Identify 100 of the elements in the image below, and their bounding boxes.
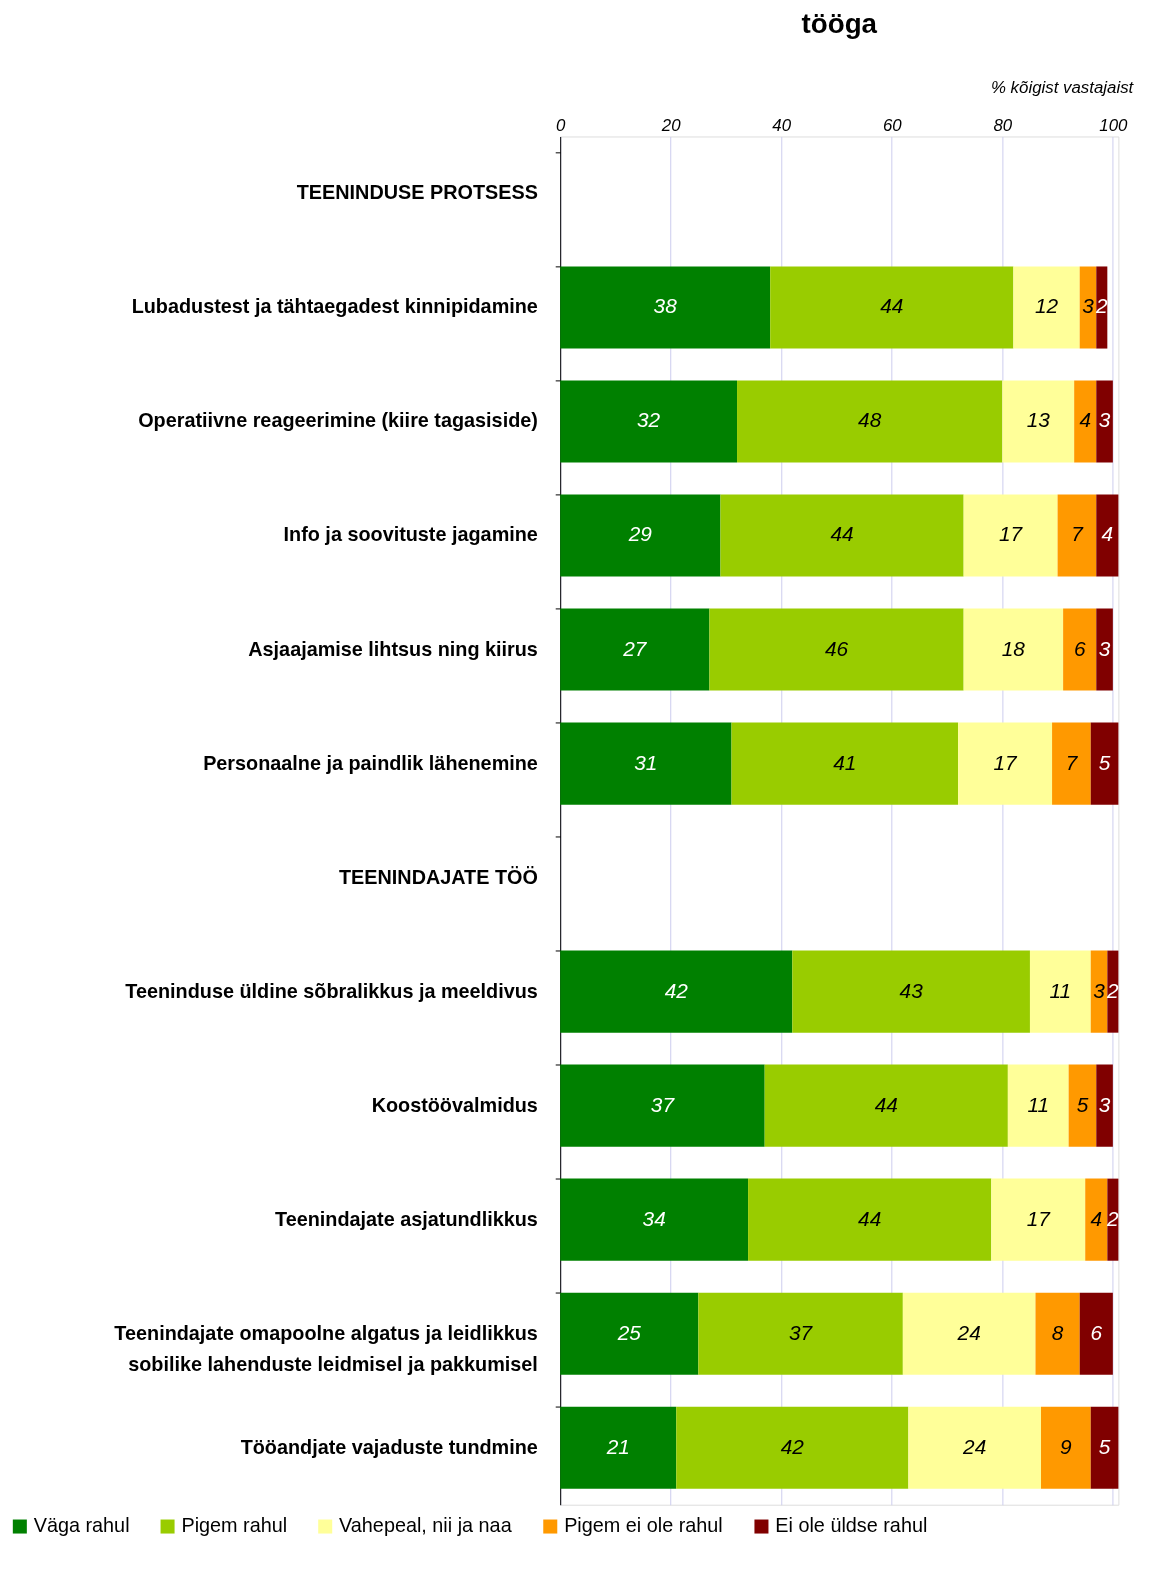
legend-label: Vahepeal, nii ja naa [339, 1514, 513, 1537]
bar [560, 950, 793, 1033]
data-label: 11 [1027, 1092, 1050, 1116]
data-label: 7 [1071, 522, 1085, 546]
bar [958, 722, 1053, 805]
bar [560, 608, 710, 691]
legend-label: Pigem ei ole rahul [564, 1514, 723, 1537]
legend-label: Pigem rahul [181, 1514, 288, 1537]
y-tick-label: Info ja soovituste jagamine [283, 523, 538, 546]
data-label: 5 [1076, 1092, 1089, 1116]
data-label: 24 [962, 1434, 987, 1458]
data-label: 25 [616, 1320, 642, 1344]
data-label: 4 [1090, 1206, 1103, 1230]
bar [560, 1178, 749, 1261]
bar [1085, 1178, 1108, 1261]
bar [1079, 266, 1097, 349]
bar [1068, 1064, 1097, 1147]
data-label: 34 [642, 1206, 666, 1230]
data-label: 11 [1049, 978, 1072, 1002]
data-label: 4 [1101, 522, 1114, 546]
bar [560, 1064, 765, 1147]
bar [1029, 950, 1091, 1033]
data-label: 17 [993, 750, 1019, 774]
y-tick-label: Lubadustest ja tähtaegadest kinnipidamine [131, 295, 538, 318]
bar [963, 608, 1064, 691]
bar [1007, 1064, 1069, 1147]
data-label: 17 [999, 522, 1024, 546]
x-tick-label: 20 [660, 116, 682, 136]
bar [1035, 1292, 1080, 1375]
data-label: 44 [874, 1092, 898, 1116]
data-label: 37 [650, 1092, 676, 1116]
y-tick-label: Koostöövalmidus [371, 1093, 538, 1116]
data-label: 3 [1098, 408, 1111, 432]
bar [1090, 1406, 1119, 1489]
data-label: 4 [1079, 408, 1092, 432]
data-label: 18 [1001, 636, 1026, 660]
bar [1096, 494, 1119, 577]
data-label: 6 [1073, 636, 1086, 660]
y-tick-label: TEENINDAJATE TÖÖ [339, 865, 538, 888]
data-label: 29 [627, 522, 653, 546]
bar [1057, 494, 1097, 577]
bar [1052, 722, 1091, 805]
bar [737, 380, 1003, 463]
y-tick-label: Asjaajamise lihtsus ning kiirus [248, 637, 538, 660]
y-tick-label: Tööandjate vajaduste tundmine [240, 1435, 538, 1458]
data-label: 46 [824, 636, 849, 660]
x-tick-label: 100 [1099, 116, 1129, 136]
bar [1090, 950, 1108, 1033]
bar [1096, 1064, 1113, 1147]
legend-label: Ei ole üldse rahul [775, 1514, 928, 1537]
data-label: 31 [634, 750, 658, 774]
bar [764, 1064, 1008, 1147]
data-label: 27 [622, 636, 648, 660]
data-label: 38 [653, 294, 678, 318]
data-label: 37 [789, 1320, 814, 1344]
data-label: 44 [858, 1206, 882, 1230]
bar [1096, 608, 1113, 691]
bar [908, 1406, 1042, 1489]
bar [792, 950, 1030, 1033]
data-label: 17 [1026, 1206, 1052, 1230]
data-label: 44 [830, 522, 854, 546]
data-label: 3 [1082, 294, 1095, 318]
x-tick-label: 80 [993, 116, 1013, 136]
data-label: 12 [1034, 294, 1059, 318]
x-tick-label: 40 [772, 116, 792, 136]
bar [770, 266, 1014, 349]
bar [560, 494, 721, 577]
y-tick-label: TEENINDUSE PROTSESS [296, 181, 538, 204]
bar [991, 1178, 1086, 1261]
bar [1079, 1292, 1113, 1375]
data-label: 44 [880, 294, 904, 318]
data-label: 3 [1098, 636, 1111, 660]
bar [1096, 380, 1113, 463]
bar [698, 1292, 903, 1375]
data-label: 9 [1060, 1434, 1073, 1458]
chart-title: tööga [801, 8, 878, 40]
data-label: 13 [1026, 408, 1051, 432]
bar [1074, 380, 1097, 463]
bar [748, 1178, 992, 1261]
bar [731, 722, 959, 805]
data-label: 42 [664, 978, 689, 1002]
data-label: 43 [899, 978, 924, 1002]
x-tick-label: 0 [555, 116, 566, 136]
x-tick-label: 60 [882, 116, 903, 136]
data-label: 32 [637, 408, 661, 432]
bar [720, 494, 964, 577]
y-tick-label: Operatiivne reageerimine (kiire tagasiside) [138, 409, 538, 432]
y-tick-label: Personaalne ja paindlik lähenemine [203, 751, 538, 774]
data-label: 21 [605, 1434, 630, 1458]
bar [1063, 608, 1097, 691]
data-label: 24 [956, 1320, 981, 1344]
data-label: 3 [1093, 978, 1106, 1002]
y-tick-label: Teenindajate asjatundlikkus [275, 1207, 538, 1230]
bar [560, 1406, 677, 1489]
bar [560, 1292, 699, 1375]
data-label: 42 [780, 1434, 805, 1458]
bar [1002, 380, 1075, 463]
data-label: 5 [1098, 1434, 1111, 1458]
bar [902, 1292, 1036, 1375]
legend-label: Väga rahul [33, 1514, 130, 1537]
